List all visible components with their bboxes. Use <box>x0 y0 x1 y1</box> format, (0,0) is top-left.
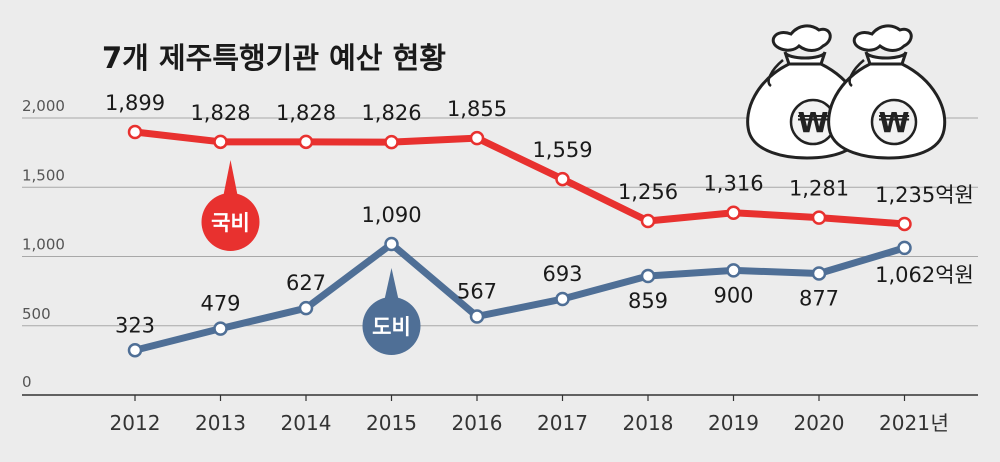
x-tick-label: 2021 <box>879 411 930 435</box>
x-tick-label: 2020 <box>794 411 845 435</box>
x-tick-label: 2013 <box>195 411 246 435</box>
data-label: 900 <box>713 283 753 307</box>
tag-pointer <box>383 268 400 304</box>
data-point <box>127 124 143 140</box>
data-point <box>726 205 741 220</box>
data-point <box>640 268 656 284</box>
data-label: 323 <box>115 313 155 337</box>
data-point <box>811 210 827 225</box>
data-label: 1,316 <box>703 172 763 196</box>
tag-pointer <box>222 160 239 200</box>
data-point <box>384 236 399 252</box>
data-label: 1,235억원 <box>875 183 974 207</box>
data-point <box>213 134 228 150</box>
data-point <box>811 266 827 281</box>
x-tick-label: 2016 <box>452 411 503 435</box>
chart-title: 7개 제주특행기관 예산 현황 <box>102 41 446 75</box>
data-point <box>555 291 570 307</box>
data-point <box>213 321 228 336</box>
y-tick-label: 1,000 <box>22 236 65 254</box>
tag-badge <box>362 297 421 355</box>
data-point <box>384 134 399 150</box>
series-tag: 국비 <box>201 160 260 251</box>
series-line-1 <box>131 240 908 354</box>
x-tick-label: 2019 <box>708 411 759 435</box>
data-point <box>640 213 656 229</box>
svg-text:₩: ₩ <box>879 106 910 139</box>
series-tag-label: 도비 <box>372 315 411 339</box>
y-tick-label: 0 <box>22 373 32 391</box>
gridlines <box>22 117 978 396</box>
y-tick-label: 1,500 <box>22 166 65 184</box>
svg-text:₩: ₩ <box>798 106 829 139</box>
data-point <box>726 263 741 278</box>
x-tick-label: 2012 <box>110 411 161 435</box>
data-point <box>298 300 314 316</box>
data-point <box>469 309 485 324</box>
y-tick-label: 2,000 <box>22 97 65 115</box>
x-axis-ticks: 2012 2013 2014 2015 2016 2017 2018 2019 2020 2021… <box>110 395 949 435</box>
y-axis-ticks: 0 500 1,000 1,500 2,000 <box>22 97 65 391</box>
data-label: 1,281 <box>789 177 849 201</box>
x-tick-label: 2014 <box>281 411 332 435</box>
data-label: 1,559 <box>532 138 592 162</box>
y-tick-label: 500 <box>22 305 51 323</box>
data-label: 1,899 <box>105 91 165 115</box>
series-line-0 <box>131 128 908 228</box>
data-point <box>555 171 570 187</box>
x-unit-suffix: 년 <box>931 411 949 435</box>
data-label: 1,256 <box>618 180 678 204</box>
data-label: 1,062억원 <box>875 263 974 287</box>
data-point <box>897 216 912 232</box>
data-label: 1,855 <box>447 97 507 121</box>
x-tick-label: 2017 <box>537 411 588 435</box>
x-tick-label: 2015 <box>366 411 417 435</box>
data-label: 567 <box>457 279 497 303</box>
x-tick-label: 2018 <box>623 411 674 435</box>
data-label: 479 <box>200 292 240 316</box>
series-tag-label: 국비 <box>211 211 250 235</box>
data-label: 1,828 <box>190 101 250 125</box>
data-labels: 1,899 1,828 1,828 1,826 1,855 1,559 1,256 1,316… <box>105 91 974 337</box>
data-label: 1,826 <box>361 101 421 125</box>
data-point <box>897 240 912 256</box>
data-point <box>127 343 143 358</box>
data-label: 877 <box>799 287 839 311</box>
data-label: 1,090 <box>361 203 421 227</box>
data-label: 1,828 <box>276 101 336 125</box>
series-lines <box>127 124 912 358</box>
data-point <box>469 130 485 146</box>
money-bag-icon: ₩ <box>827 24 947 160</box>
data-label: 627 <box>286 271 326 295</box>
data-point <box>298 134 314 150</box>
tag-badge <box>201 193 260 251</box>
series-tag: 도비 <box>362 268 421 355</box>
data-label: 859 <box>628 289 668 313</box>
data-label: 693 <box>542 262 582 286</box>
money-bags-illustration: ₩ ₩ <box>746 24 947 160</box>
